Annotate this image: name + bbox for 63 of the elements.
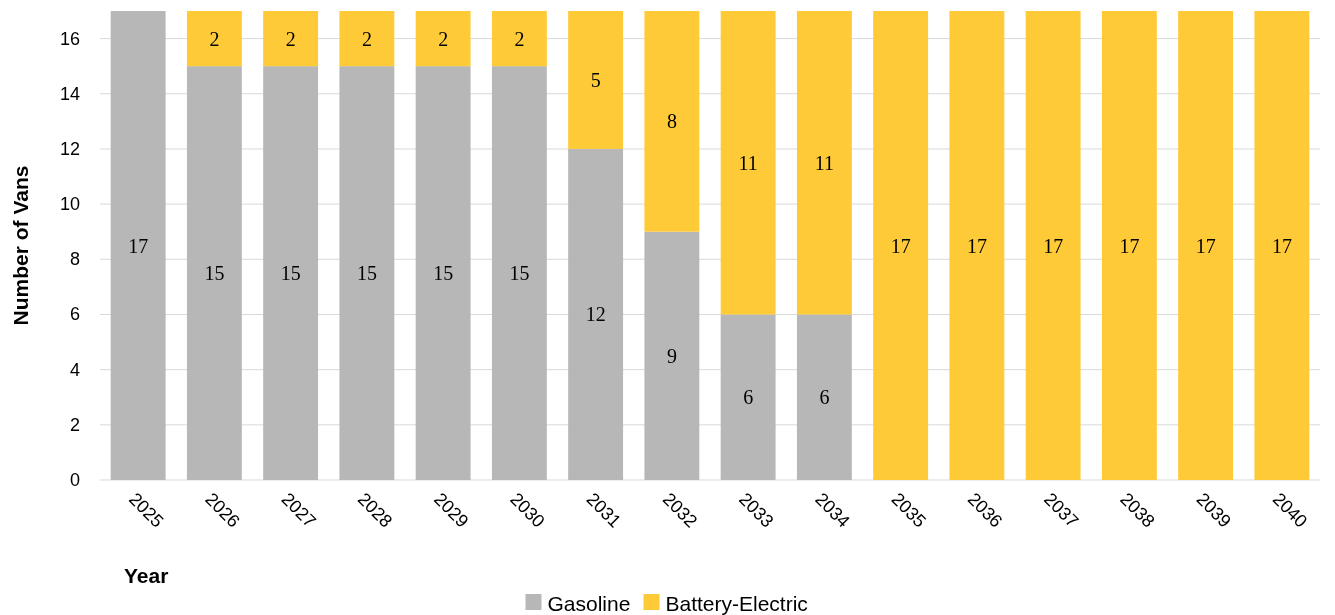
bar bbox=[1254, 11, 1310, 480]
data-label: 17 bbox=[966, 234, 987, 257]
x-axis-title: Year bbox=[124, 564, 169, 587]
bar bbox=[339, 66, 395, 480]
data-label: 6 bbox=[743, 386, 754, 409]
data-label: 17 bbox=[890, 234, 911, 257]
bar bbox=[720, 11, 776, 315]
y-axis-title: Number of Vans bbox=[9, 165, 32, 326]
legend-label: Battery-Electric bbox=[665, 591, 808, 615]
data-label: 2 bbox=[285, 27, 296, 50]
data-label: 2 bbox=[514, 27, 525, 50]
bar bbox=[644, 11, 700, 232]
y-tick-label: 6 bbox=[69, 304, 80, 325]
data-label: 15 bbox=[509, 262, 530, 285]
data-label: 5 bbox=[590, 68, 601, 91]
bar bbox=[796, 11, 852, 315]
data-label: 12 bbox=[585, 303, 606, 326]
y-tick-label: 16 bbox=[59, 28, 80, 49]
bar bbox=[873, 11, 929, 480]
bar bbox=[1178, 11, 1234, 480]
data-label: 6 bbox=[819, 386, 830, 409]
bar bbox=[1101, 11, 1157, 480]
bar bbox=[796, 314, 852, 480]
data-label: 15 bbox=[356, 262, 377, 285]
bar bbox=[568, 11, 624, 149]
bar bbox=[568, 148, 624, 480]
data-label: 15 bbox=[204, 262, 225, 285]
bar bbox=[491, 66, 547, 480]
bar bbox=[110, 11, 166, 480]
bar bbox=[339, 11, 395, 67]
data-label: 11 bbox=[814, 151, 835, 174]
data-label: 17 bbox=[1271, 234, 1292, 257]
data-label: 15 bbox=[280, 262, 301, 285]
y-tick-label: 14 bbox=[59, 83, 80, 104]
y-tick-label: 0 bbox=[69, 470, 80, 490]
bar bbox=[186, 66, 242, 480]
data-label: 17 bbox=[1043, 234, 1064, 257]
data-label: 17 bbox=[128, 234, 149, 257]
data-label: 2 bbox=[438, 27, 449, 50]
data-label: 11 bbox=[738, 151, 758, 174]
bar bbox=[644, 231, 700, 480]
bar bbox=[415, 66, 471, 480]
data-label: 15 bbox=[433, 262, 454, 285]
data-label: 9 bbox=[666, 344, 677, 367]
bar bbox=[263, 66, 319, 480]
y-tick-label: 4 bbox=[69, 359, 80, 380]
data-label: 17 bbox=[1195, 234, 1216, 257]
y-tick-label: 8 bbox=[69, 249, 80, 270]
bar bbox=[415, 11, 471, 67]
data-label: 17 bbox=[1119, 234, 1140, 257]
legend-label: Gasoline bbox=[547, 591, 631, 615]
data-label: 2 bbox=[361, 27, 372, 50]
data-label: 8 bbox=[666, 110, 677, 133]
y-tick-label: 2 bbox=[69, 414, 80, 435]
bar bbox=[720, 314, 776, 480]
y-tick-label: 12 bbox=[59, 138, 80, 159]
bar bbox=[263, 11, 319, 67]
bar bbox=[186, 11, 242, 67]
bar bbox=[949, 11, 1005, 480]
y-tick-label: 10 bbox=[59, 194, 80, 215]
bar bbox=[491, 11, 547, 67]
data-label: 2 bbox=[209, 27, 220, 50]
bar bbox=[1025, 11, 1081, 480]
